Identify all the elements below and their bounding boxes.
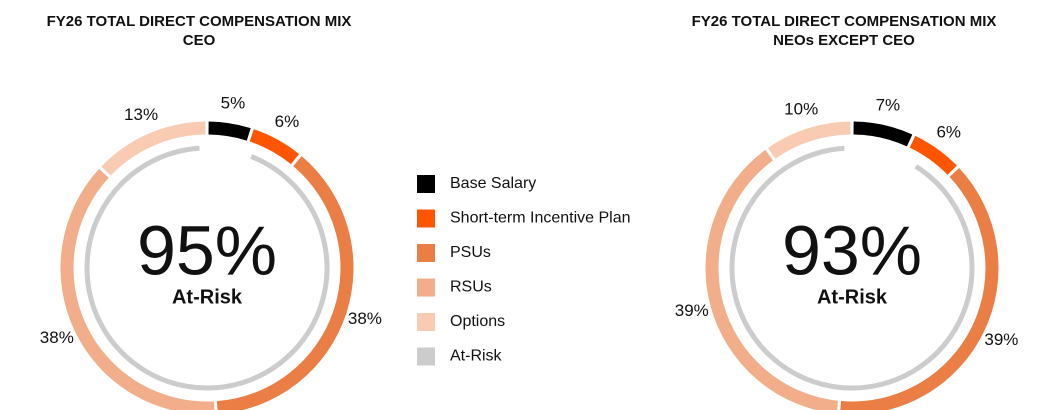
legend-label: Options [450,313,505,330]
legend-label: At-Risk [450,348,503,365]
donut-segment [60,168,215,410]
data-label: 38% [40,328,74,347]
legend-swatch [417,313,435,331]
at-risk-arc [729,145,975,391]
chart-title: FY26 TOTAL DIRECT COMPENSATION MIX [47,13,352,30]
data-label: 6% [936,123,961,142]
donut-segment [853,121,913,147]
legend-swatch [417,244,435,262]
donut-segment [767,121,851,159]
donut-segment [840,168,999,410]
data-label: 39% [675,301,709,320]
legend-swatch [417,175,435,193]
data-label: 7% [876,95,901,114]
legend-swatch [417,209,435,228]
center-label: At-Risk [817,286,888,308]
center-label: At-Risk [172,286,243,308]
legend-label: PSUs [450,244,491,261]
chart-title: FY26 TOTAL DIRECT COMPENSATION MIX [692,13,997,30]
donut-segment [216,156,354,410]
donut-segment [208,121,251,141]
legend-swatch [417,278,435,297]
donut-segment [101,121,206,176]
data-label: 5% [221,94,246,113]
legend-label: RSUs [450,279,492,296]
donut-segment [909,135,957,175]
legend-label: Short-term Incentive Plan [450,210,631,227]
chart-subtitle: CEO [183,32,216,49]
at-risk-arc [84,145,330,391]
center-value: 93% [782,211,922,289]
legend-swatch [417,347,435,366]
legend-label: Base Salary [450,175,536,192]
donut-segment [705,149,839,410]
data-label: 38% [348,309,382,328]
data-label: 39% [984,330,1018,349]
data-label: 10% [784,99,818,118]
data-label: 13% [124,105,158,124]
data-label: 6% [275,112,300,131]
center-value: 95% [137,211,277,289]
donut-segment [249,129,300,165]
chart-subtitle: NEOs EXCEPT CEO [773,32,915,49]
